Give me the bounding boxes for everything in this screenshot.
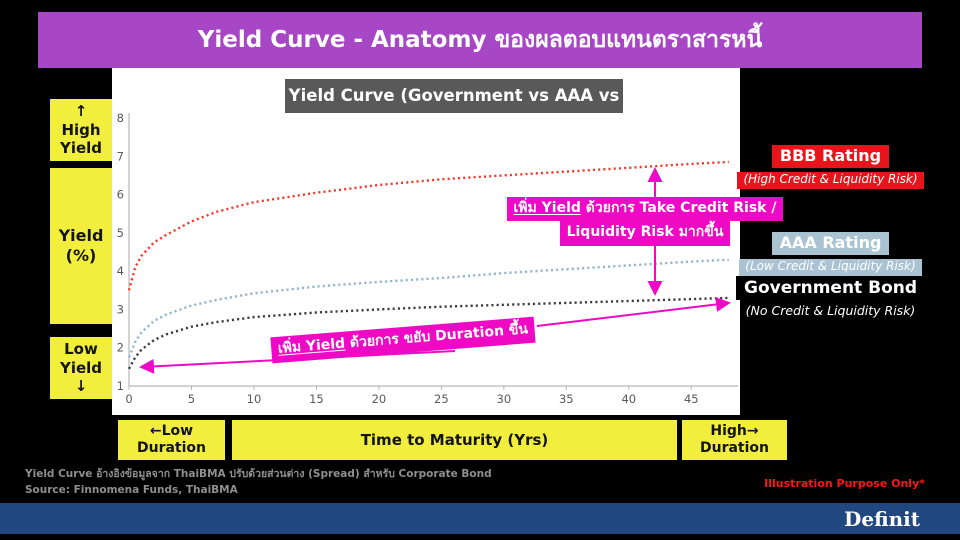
source-note: Yield Curve อ้างอิงข้อมูลจาก ThaiBMA ปรั…	[25, 468, 492, 496]
high-duration-label-box: High→ Duration	[682, 420, 787, 460]
svg-text:7: 7	[117, 149, 124, 163]
bbb-rating-label: BBB Rating (High Credit & Liquidity Risk…	[728, 145, 933, 190]
svg-text:1: 1	[117, 379, 124, 393]
svg-text:8: 8	[117, 111, 124, 125]
svg-text:45: 45	[684, 392, 699, 406]
down-arrow-icon: ↓	[74, 377, 88, 396]
low-duration-label-box: ←Low Duration	[118, 420, 225, 460]
credit-risk-annotation: เพิ่ม Yield ด้วยการ Take Credit Risk / L…	[492, 197, 798, 246]
svg-text:0: 0	[125, 392, 132, 406]
disclaimer-text: Illustration Purpose Only*	[764, 477, 925, 490]
time-to-maturity-label-box: Time to Maturity (Yrs)	[232, 420, 677, 460]
svg-text:4: 4	[117, 264, 124, 278]
svg-text:5: 5	[117, 226, 124, 240]
svg-text:5: 5	[188, 392, 195, 406]
up-arrow-icon: ↑	[74, 101, 88, 120]
chart-title: Yield Curve (Government vs AAA vs BBB)	[285, 79, 623, 139]
high-yield-label-box: ↑ High Yield	[50, 99, 112, 161]
brand-logo: Definit	[844, 506, 920, 531]
brand-bar: Definit	[0, 503, 960, 534]
svg-text:30: 30	[497, 392, 512, 406]
slide-title: Yield Curve - Anatomy ของผลตอบแทนตราสารห…	[197, 27, 763, 53]
svg-text:40: 40	[621, 392, 636, 406]
low-yield-label-box: Low Yield ↓	[50, 337, 112, 399]
svg-text:25: 25	[434, 392, 449, 406]
government-bond-label: Government Bond (No Credit & Liquidity R…	[728, 276, 933, 322]
title-banner: Yield Curve - Anatomy ของผลตอบแทนตราสารห…	[38, 12, 922, 68]
svg-text:10: 10	[247, 392, 262, 406]
svg-text:6: 6	[117, 188, 124, 202]
svg-text:20: 20	[372, 392, 387, 406]
aaa-rating-label: AAA Rating (Low Credit & Liquidity Risk)	[728, 232, 933, 277]
svg-text:3: 3	[117, 302, 124, 316]
yield-axis-label-box: Yield (%)	[50, 168, 112, 324]
svg-text:15: 15	[309, 392, 324, 406]
svg-text:2: 2	[117, 341, 124, 355]
svg-text:35: 35	[559, 392, 574, 406]
